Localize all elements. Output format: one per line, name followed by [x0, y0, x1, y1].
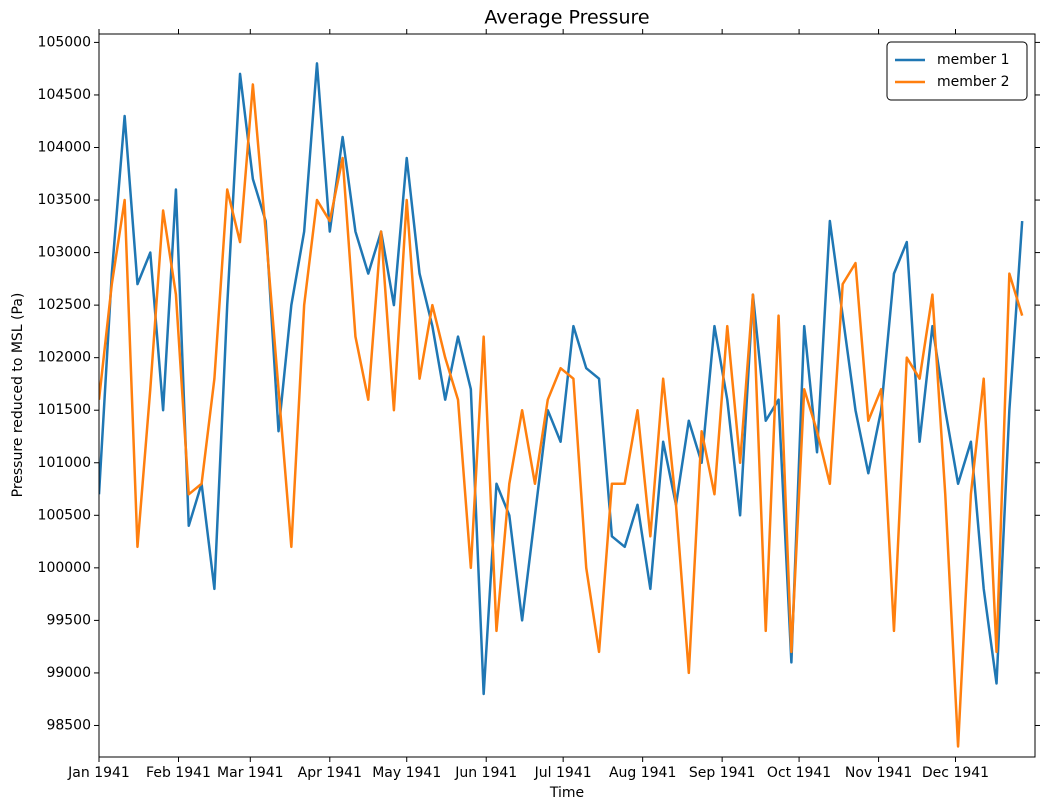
y-tick-label: 103500	[38, 192, 91, 208]
y-tick-label: 104000	[38, 139, 91, 155]
x-tick-label: Jul 1941	[534, 765, 592, 781]
legend-label: member 2	[937, 74, 1010, 90]
y-tick-label: 103000	[38, 245, 91, 261]
legend-box	[886, 41, 1028, 101]
y-tick-label: 100000	[38, 560, 91, 576]
y-tick-label: 104500	[38, 87, 91, 103]
series-line	[99, 62, 1024, 696]
x-tick-label: Feb 1941	[146, 765, 211, 781]
x-tick-label: Jun 1941	[454, 765, 517, 781]
x-tick-label: Sep 1941	[689, 765, 755, 781]
y-tick-label: 101000	[38, 455, 91, 471]
chart-title: Average Pressure	[484, 7, 649, 29]
y-tick-label: 102000	[38, 350, 91, 366]
y-tick-label: 101500	[38, 402, 91, 418]
legend-label: member 1	[937, 52, 1010, 68]
y-tick-label: 99500	[46, 612, 91, 628]
series-line	[99, 83, 1024, 748]
y-tick-label: 102500	[38, 297, 91, 313]
x-tick-label: Dec 1941	[922, 765, 989, 781]
x-axis-label: Time	[549, 785, 584, 801]
x-tick-label: Nov 1941	[845, 765, 912, 781]
x-tick-label: Oct 1941	[767, 765, 831, 781]
y-tick-label: 99000	[46, 665, 91, 681]
y-axis-label: Pressure reduced to MSL (Pa)	[10, 293, 26, 498]
y-tick-label: 98500	[46, 717, 91, 733]
x-tick-label: Apr 1941	[298, 765, 362, 781]
y-tick-label: 100500	[38, 507, 91, 523]
plot-frame	[98, 33, 1036, 758]
y-tick-label: 105000	[38, 34, 91, 50]
x-tick-label: Aug 1941	[609, 765, 676, 781]
x-tick-label: May 1941	[372, 765, 441, 781]
x-tick-label: Jan 1941	[67, 765, 130, 781]
x-tick-label: Mar 1941	[217, 765, 284, 781]
